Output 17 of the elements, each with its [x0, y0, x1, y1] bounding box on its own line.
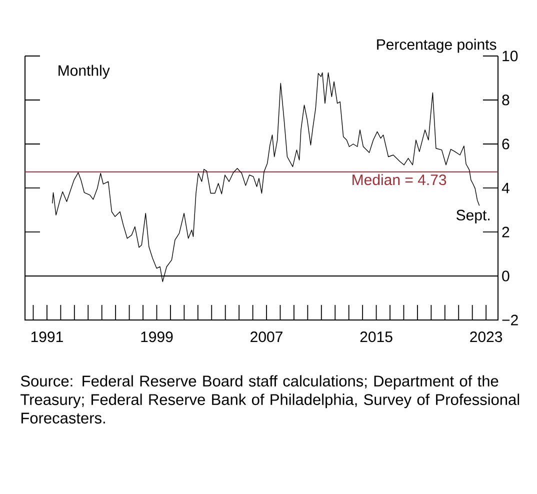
- y-tick-label: 4: [502, 182, 510, 194]
- x-tick-label: 1991: [31, 332, 63, 342]
- y-tick-label: 0: [502, 270, 510, 282]
- x-tick-label: 1999: [141, 332, 173, 342]
- x-tick-label: 2007: [250, 332, 282, 342]
- x-tick-label: 2015: [360, 332, 392, 342]
- annotation: Monthly: [58, 64, 110, 79]
- source-note: Source: Federal Reserve Board staff calculations; Department of the Treasury; Federal Reserve Bank of Philadelphia, Survey of Professional Forecasters.: [20, 375, 520, 424]
- y-tick-label: 2: [502, 226, 510, 238]
- ref-line-label: Median = 4.73: [352, 174, 446, 186]
- x-tick-label: 2023: [470, 332, 502, 342]
- y-tick-label: −2: [502, 314, 518, 326]
- y-axis-title: Percentage points: [377, 38, 496, 53]
- y-tick-label: 6: [502, 138, 510, 150]
- annotation: Sept.: [456, 210, 490, 224]
- y-tick-label: 10: [502, 50, 518, 62]
- y-tick-label: 8: [502, 94, 510, 106]
